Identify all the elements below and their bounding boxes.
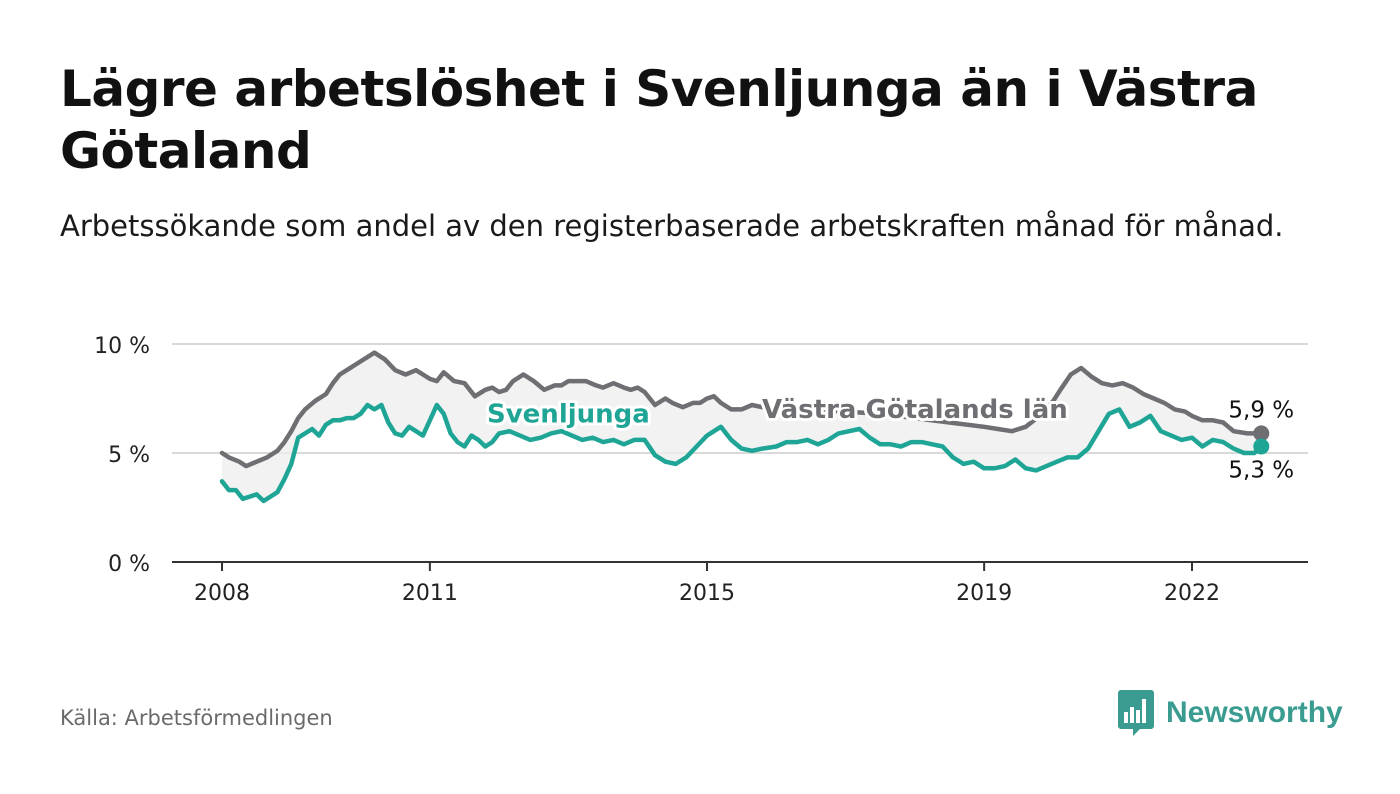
axes: 0 % 5 % 10 % 2008 2011 2015 2019 2022 [94,334,1308,606]
brand-name: Newsworthy [1166,696,1343,729]
y-tick-label: 5 % [108,443,150,468]
chart-title: Lägre arbetslöshet i Svenljunga än i Väs… [60,60,1258,180]
end-point-vastra-gotaland [1253,425,1270,442]
x-tick-label: 2011 [402,581,458,606]
x-tick-label: 2022 [1164,581,1220,606]
label-svenljunga: Svenljunga [487,399,650,429]
series-lines [219,350,1270,504]
chart-subtitle: Arbetssökande som andel av den registerb… [60,209,1284,243]
source-note: Källa: Arbetsförmedlingen [60,706,333,730]
end-point-svenljunga [1253,438,1270,455]
x-tick-label: 2019 [956,581,1012,606]
difference-band [222,353,1262,500]
y-tick-label: 10 % [94,334,150,359]
annotation-labels: Svenljunga Västra Götalands län 5,9 % 5,3 % [484,392,1297,486]
series-line-svenljunga [219,402,1264,504]
x-tick-label: 2015 [679,581,735,606]
brand-logo[interactable]: Newsworthy [1118,690,1343,736]
label-vastra-gotalands-lan: Västra Götalands län [762,395,1068,425]
band-area [222,353,1262,500]
value-label-vastra-gotaland: 5,9 % [1228,397,1294,423]
bar-chart-icon [1118,690,1154,736]
value-label-svenljunga: 5,3 % [1228,457,1294,483]
y-tick-label: 0 % [108,552,150,577]
grid-lines [172,343,1308,454]
x-tick-label: 2008 [194,581,250,606]
series-line-vastra-gotaland [219,350,1264,469]
